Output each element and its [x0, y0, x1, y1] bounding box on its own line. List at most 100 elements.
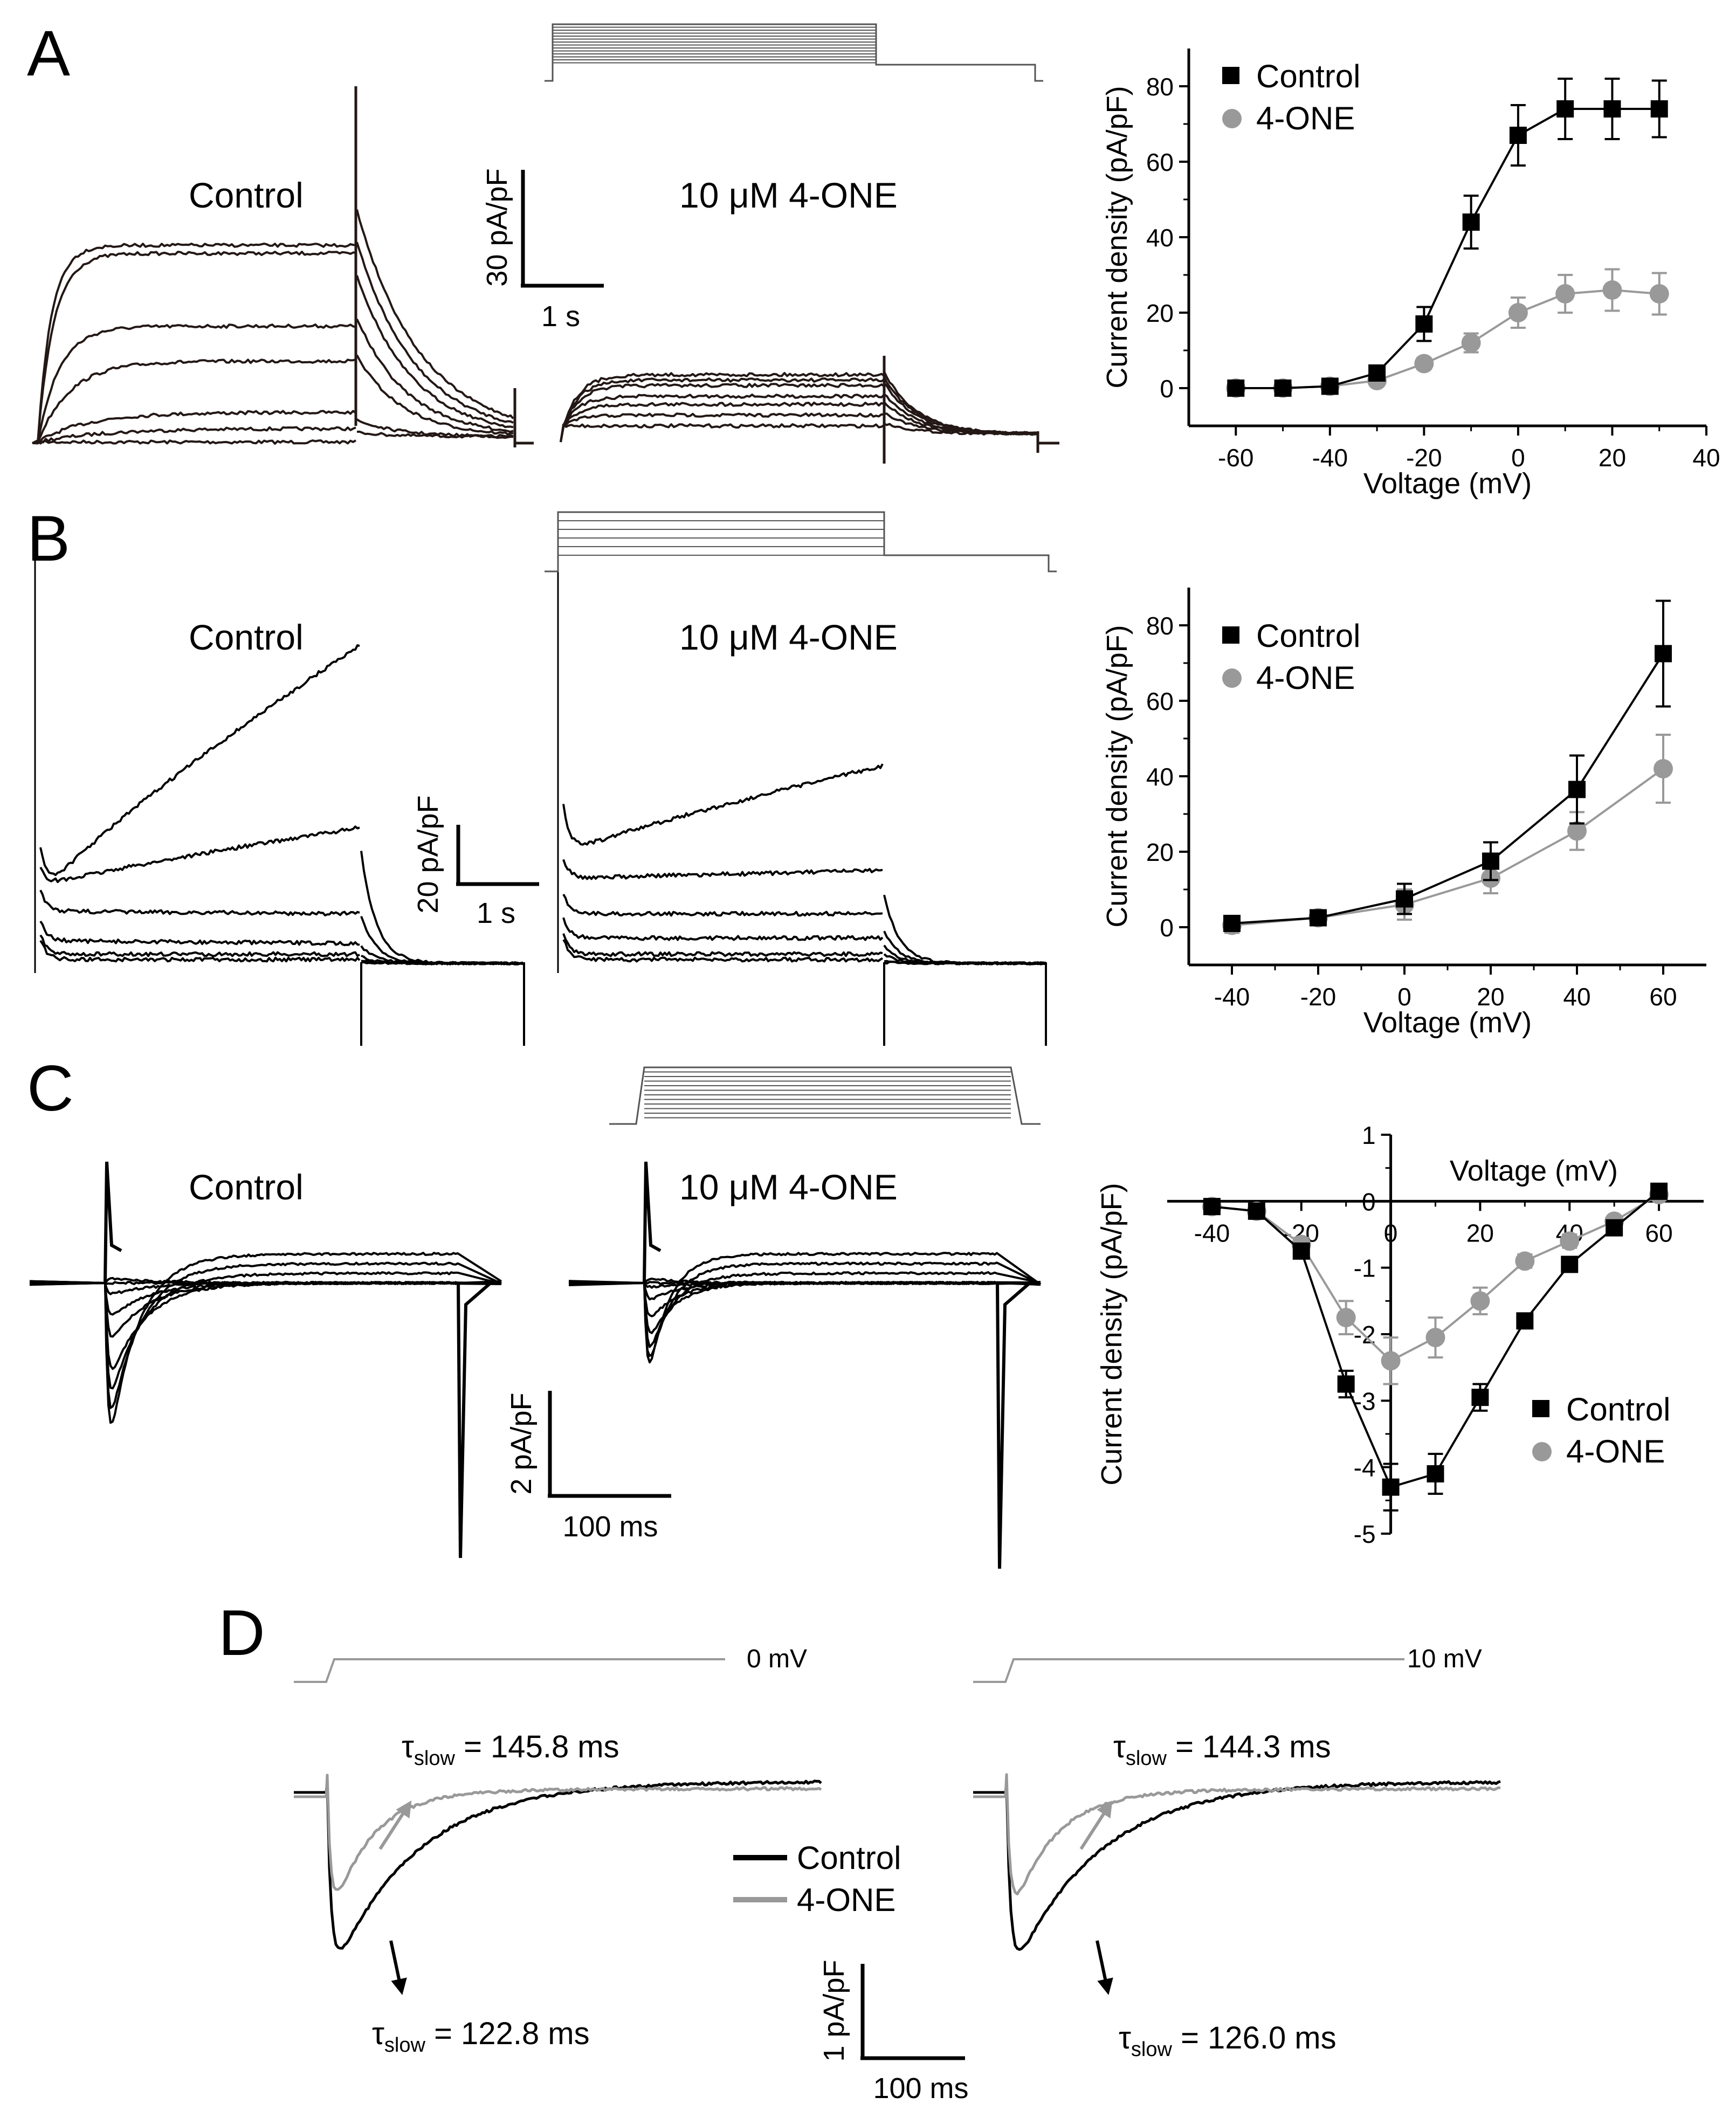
y-tick-label: 40 — [1146, 224, 1174, 252]
data-point-control — [1606, 1219, 1623, 1237]
data-point-4one — [1508, 303, 1528, 322]
panel-c-drug-label: 10 μM 4-ONE — [679, 1167, 898, 1207]
trace-current — [39, 889, 360, 916]
y-tick-label: 80 — [1146, 73, 1174, 101]
data-point-4one — [1425, 1328, 1445, 1348]
data-point-4one — [1414, 354, 1434, 374]
panel-d-left-tau-control: τslow = 122.8 ms — [372, 2016, 590, 2057]
drug-trace — [560, 383, 885, 443]
x-tick-label: 60 — [1645, 1219, 1672, 1247]
tau-value: = 145.8 ms — [455, 1729, 619, 1764]
panel-d-scale-y-label: 1 pA/pF — [818, 1960, 850, 2061]
y-tick-label: -1 — [1354, 1254, 1376, 1282]
y-tick-label: 0 — [1362, 1188, 1376, 1216]
series-line — [1231, 653, 1664, 925]
data-point-control — [1568, 781, 1586, 798]
legend-label-control: Control — [797, 1840, 901, 1876]
x-tick-label: 20 — [1477, 983, 1504, 1011]
control-tail — [356, 354, 514, 436]
legend-label-control: Control — [1256, 618, 1360, 654]
data-point-control — [1337, 1375, 1355, 1393]
panel-a-control-label: Control — [189, 175, 304, 215]
4one-current-trace — [973, 1773, 1501, 1895]
data-point-control — [1227, 380, 1245, 397]
tau-value: = 122.8 ms — [425, 2016, 590, 2051]
panel-a-scale-bar: 30 pA/pF 1 s — [481, 168, 604, 333]
panel-c-scale-bar: 2 pA/pF 100 ms — [505, 1391, 671, 1543]
legend-marker-control — [1222, 67, 1239, 84]
panel-b-traces — [34, 511, 1057, 1046]
panel-c-voltage-protocol — [609, 1066, 1041, 1125]
panel-c-scale-y-label: 2 pA/pF — [505, 1392, 538, 1494]
y-axis-label: Current density (pA/pF) — [1101, 86, 1133, 388]
panel-d-scale-bar: 1 pA/pF 100 ms — [818, 1960, 969, 2105]
x-tick-label: 20 — [1599, 444, 1626, 472]
drug-trace — [560, 402, 885, 443]
panel-b-scale-bar: 20 pA/pF 1 s — [412, 795, 539, 929]
x-tick-label: -20 — [1406, 444, 1442, 472]
data-point-control — [1427, 1465, 1444, 1482]
trace-current — [39, 940, 361, 963]
trace-current — [568, 1280, 1041, 1334]
data-point-4one — [1560, 1231, 1580, 1251]
trace-current — [562, 859, 883, 880]
drug-trace — [560, 377, 885, 443]
data-point-control — [1368, 364, 1386, 382]
trace-current — [29, 1261, 502, 1409]
data-point-control — [1396, 890, 1413, 908]
panel-c-control-label: Control — [189, 1167, 304, 1207]
panel-label-d: D — [218, 1597, 265, 1669]
trace-capacitive-spike — [643, 1161, 662, 1284]
panel-a-drug-label: 10 μM 4-ONE — [679, 175, 898, 215]
x-tick-label: 0 — [1511, 444, 1525, 472]
y-tick-label: -5 — [1354, 1520, 1376, 1548]
data-point-4one — [1336, 1308, 1356, 1328]
panel-d-left-tau-one: τslow = 145.8 ms — [402, 1729, 619, 1770]
data-point-control — [1655, 645, 1672, 663]
panel-label-b: B — [27, 502, 70, 575]
trace-current — [562, 939, 884, 963]
data-point-control — [1292, 1242, 1310, 1260]
control-trace — [32, 439, 357, 445]
control-trace — [32, 251, 356, 444]
trace-current — [562, 933, 883, 957]
legend-marker-4one — [1222, 668, 1242, 688]
panel-d-traces — [294, 1658, 1501, 1995]
x-tick-label: -20 — [1300, 983, 1336, 1011]
data-point-control — [1321, 377, 1339, 395]
control-trace — [32, 410, 357, 444]
control-tail — [356, 209, 514, 419]
drug-tail — [883, 371, 1038, 436]
trace-current — [39, 934, 361, 957]
panel-b-voltage-protocol — [545, 511, 1057, 572]
data-point-4one — [1602, 280, 1622, 300]
series-line — [1231, 768, 1664, 927]
tau-symbol: τ — [1119, 2020, 1131, 2055]
drug-trace — [560, 372, 885, 443]
tau-symbol: τ — [1113, 1729, 1126, 1764]
data-point-control — [1471, 1389, 1489, 1406]
y-tick-label: 80 — [1146, 612, 1174, 640]
series-4one — [1202, 1185, 1669, 1385]
trace-current — [39, 644, 360, 877]
tau-subscript: slow — [1126, 1747, 1167, 1770]
trace-current — [562, 763, 884, 846]
panel-b-drug-label: 10 μM 4-ONE — [679, 617, 898, 657]
voltage-step — [294, 1658, 725, 1683]
tau-symbol: τ — [402, 1729, 414, 1764]
y-tick-label: 40 — [1146, 763, 1174, 791]
x-tick-label: -40 — [1194, 1219, 1230, 1247]
trace-current — [562, 917, 884, 941]
legend-label-control: Control — [1566, 1391, 1670, 1427]
legend-marker-control — [1532, 1400, 1549, 1417]
y-tick-label: 60 — [1146, 687, 1174, 715]
x-tick-label: 40 — [1563, 983, 1590, 1011]
panel-d-legend: Control 4-ONE — [733, 1840, 901, 1918]
data-point-control — [1462, 213, 1480, 231]
data-point-control — [1509, 127, 1527, 144]
legend-label-4one: 4-ONE — [1256, 100, 1355, 136]
tau-subscript: slow — [384, 2034, 426, 2057]
panel-label-a: A — [27, 17, 70, 89]
legend-label-4one: 4-ONE — [1566, 1433, 1665, 1470]
